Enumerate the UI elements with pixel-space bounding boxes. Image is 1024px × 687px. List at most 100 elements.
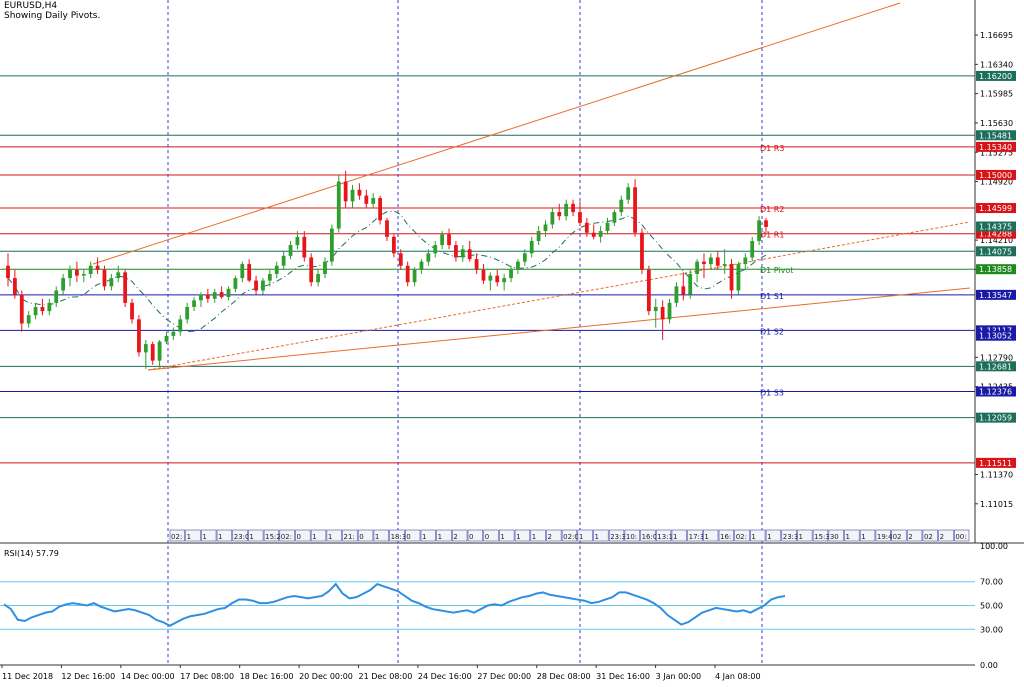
time-tick-label: 31 Dec 16:00 <box>596 672 650 681</box>
candle-body <box>757 220 762 241</box>
candle-body <box>88 265 93 274</box>
price-tick-label: 1.15275 <box>980 148 1013 157</box>
tab-cell <box>342 529 358 542</box>
candle-body <box>240 264 245 279</box>
tab-label: 23:30 <box>610 533 630 541</box>
candle-body <box>529 240 534 254</box>
tab-label: 16: <box>720 533 731 541</box>
candle-body <box>736 264 741 291</box>
candle-body <box>467 249 472 260</box>
pivot-level-tag: D1 Pivot <box>760 266 793 275</box>
tab-label: 1 <box>798 533 802 541</box>
candle-body <box>605 222 610 232</box>
candle-body <box>68 269 72 279</box>
candle-body <box>398 253 403 266</box>
extra-price-label: 1.13052 <box>979 332 1012 341</box>
tab-label: 1 <box>516 533 520 541</box>
level-price-label: 1.14288 <box>979 230 1012 239</box>
level-price-label-box <box>976 361 1016 372</box>
candle-body <box>550 212 555 225</box>
tab-label: 1 <box>312 533 316 541</box>
tab-cell <box>295 529 311 542</box>
level-price-label: 1.13547 <box>979 291 1012 300</box>
tab-label: 0 <box>406 533 410 541</box>
candle-body <box>26 315 31 324</box>
level-price-label-box <box>976 457 1016 468</box>
candle-body <box>254 280 258 291</box>
candle-body <box>261 280 265 291</box>
tab-label: 1 <box>422 533 426 541</box>
tab-label: 02: <box>171 533 182 541</box>
candle-body <box>288 245 293 256</box>
tab-label: 2 <box>453 533 457 541</box>
tab-cell <box>263 529 280 542</box>
level-price-label-box <box>976 169 1016 180</box>
candle-body <box>454 245 458 258</box>
price-tick-label: 1.12790 <box>980 353 1013 362</box>
time-tick-label: 3 Jan 00:00 <box>656 672 702 681</box>
candle-body <box>143 344 148 353</box>
candle-body <box>247 264 252 281</box>
candle-body <box>6 265 10 279</box>
candle-body <box>440 234 445 246</box>
time-tick-label: 12 Dec 16:00 <box>61 672 115 681</box>
tab-cell <box>232 529 248 542</box>
time-axis: 11 Dec 2018 12 Dec 16:00 14 Dec 00:00 17 De… <box>1 665 761 681</box>
tab-cell <box>608 529 625 542</box>
candle-body <box>309 257 314 283</box>
extra-price-label-box <box>976 330 1016 341</box>
candle-body <box>219 292 224 298</box>
price-tick-label: 1.14920 <box>980 178 1013 187</box>
tab-label: 1 <box>218 533 222 541</box>
tab-label: 02: <box>736 533 747 541</box>
candle-body <box>564 203 569 217</box>
tab-cell <box>844 529 860 542</box>
level-price-label-box <box>976 264 1016 275</box>
price-tick-label: 1.11015 <box>980 500 1013 509</box>
candle-body <box>137 319 141 353</box>
tab-cell <box>655 529 672 542</box>
pivot-level-tag: D1 S3 <box>760 388 784 397</box>
candle-body <box>667 302 672 320</box>
candle-body <box>274 265 279 274</box>
candle-body <box>571 203 575 213</box>
tab-label: 1 <box>846 533 850 541</box>
tab-cell <box>687 529 703 542</box>
tab-label: 30 <box>830 533 839 541</box>
tab-cell <box>954 529 970 542</box>
candle-body <box>488 275 493 281</box>
price-tick-label: 1.11370 <box>980 471 1013 480</box>
level-price-label-box <box>976 70 1016 81</box>
tab-label: 0 <box>296 533 300 541</box>
tab-cell <box>546 529 562 542</box>
rsi-line <box>3 582 786 627</box>
tab-cell <box>859 529 876 542</box>
tab-label: 1 <box>187 533 191 541</box>
price-tick-label: 1.16695 <box>980 31 1013 40</box>
candle-body <box>343 181 348 202</box>
candle-body <box>130 302 134 320</box>
candle-body <box>295 236 300 246</box>
tab-label: 18:30 <box>391 533 411 541</box>
tab-label: 1 <box>595 533 599 541</box>
tab-label: 17:30 <box>689 533 709 541</box>
extra-price-label: 1.14375 <box>979 223 1012 232</box>
tab-cell <box>483 529 499 542</box>
tab-label: 1 <box>751 533 755 541</box>
level-price-label-box <box>976 325 1016 336</box>
candle-body <box>212 292 217 299</box>
tab-label: 23:30 <box>783 533 803 541</box>
candle-body <box>178 319 183 332</box>
level-price-label: 1.12059 <box>979 414 1012 423</box>
tab-cell <box>750 529 766 542</box>
candle-body <box>688 273 693 295</box>
candle-body <box>557 212 562 217</box>
candle-body <box>40 306 45 312</box>
tab-label: 19:4 <box>877 533 893 541</box>
candle-body <box>619 199 624 213</box>
tab-cell <box>420 529 436 542</box>
level-price-label: 1.15481 <box>979 131 1012 140</box>
rsi-tick-label: 70.00 <box>980 578 1003 587</box>
